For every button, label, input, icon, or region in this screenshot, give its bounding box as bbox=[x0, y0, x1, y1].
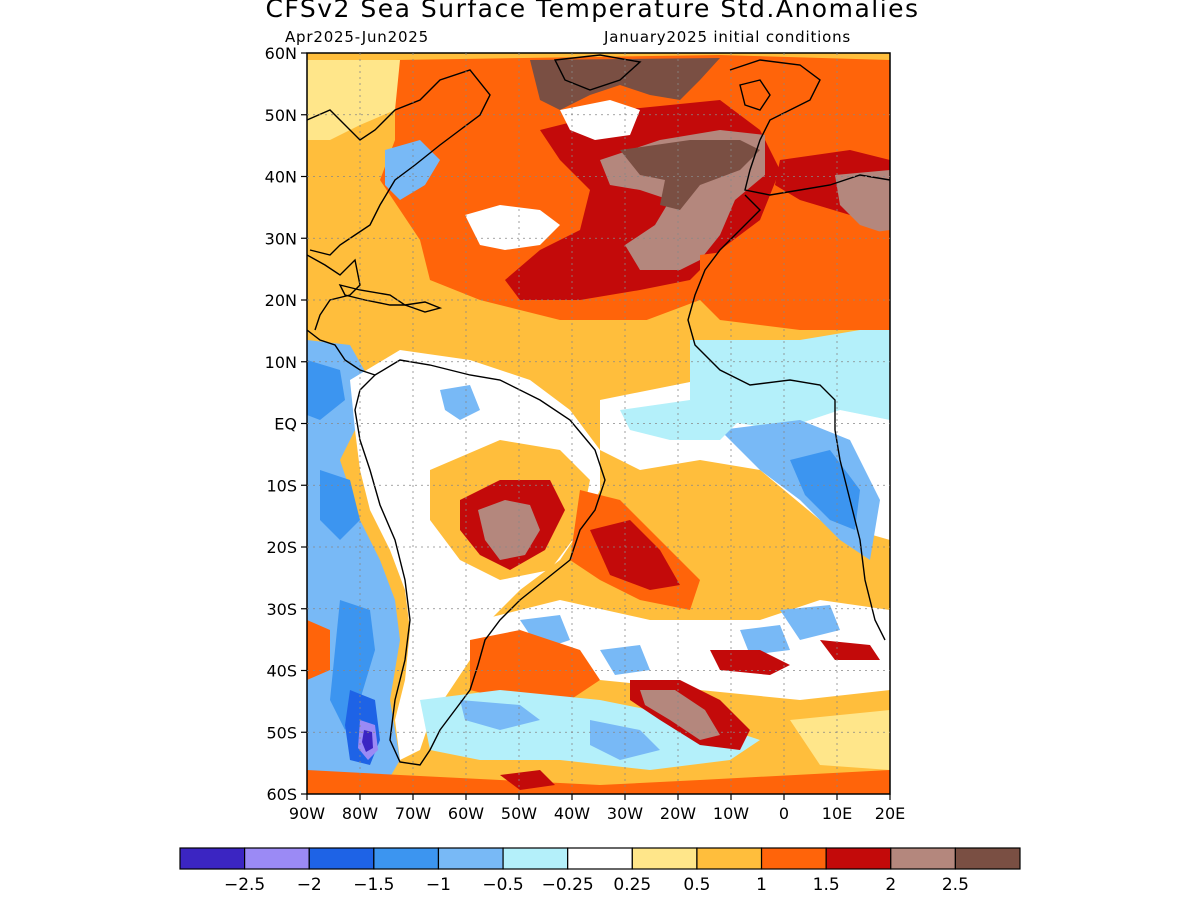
colorbar-label: 2 bbox=[885, 875, 896, 895]
lon-tick-label: 50W bbox=[501, 804, 537, 823]
forecast-period-label: Apr2025-Jun2025 bbox=[285, 28, 429, 46]
lat-tick-label: 30S bbox=[266, 600, 297, 619]
latitude-axis: 60N 50N 40N 30N 20N 10N EQ 10S 20S 30S 40S 50S 60S bbox=[265, 44, 307, 804]
lon-tick-label: 90W bbox=[289, 804, 325, 823]
anomaly-region-far-south-warm bbox=[307, 770, 890, 794]
lat-tick-label: 50N bbox=[265, 106, 297, 125]
anomaly-region-pacific-cool bbox=[307, 340, 400, 794]
anomaly-region-gulfstream-neutral bbox=[560, 100, 640, 140]
coastline-south-america bbox=[354, 359, 606, 766]
anomaly-region-northwest-neutral bbox=[307, 60, 400, 140]
lon-tick-label: 20E bbox=[875, 804, 905, 823]
anomaly-region-pacific-warm-southwest bbox=[307, 620, 330, 680]
lat-tick-label: 20N bbox=[265, 291, 297, 310]
coastline-north-america bbox=[307, 69, 491, 256]
colorbar-label: 0.5 bbox=[683, 875, 710, 895]
anomaly-region-south-atlantic-peak bbox=[640, 690, 720, 740]
anomaly-region-midatlantic-neutral bbox=[465, 205, 560, 250]
lat-tick-label: 60S bbox=[266, 785, 297, 804]
gridlines bbox=[307, 53, 890, 794]
colorbar-swatch bbox=[760, 847, 827, 870]
coastline-central-america bbox=[307, 329, 376, 376]
anomaly-region-pacific-core bbox=[362, 730, 373, 752]
colorbar-label: −2 bbox=[297, 875, 322, 895]
anomaly-field bbox=[307, 53, 890, 794]
colorbar-label: −0.5 bbox=[482, 875, 523, 895]
coastline-africa bbox=[687, 194, 886, 641]
anomaly-region-argentina-warm bbox=[470, 630, 600, 700]
colorbar-label: −1.5 bbox=[353, 875, 394, 895]
anomaly-region-far-south-hot bbox=[500, 770, 555, 790]
lon-tick-label: 80W bbox=[342, 804, 378, 823]
anomaly-region-brazil-current-extreme bbox=[590, 520, 680, 590]
colorbar-label: 1 bbox=[756, 875, 767, 895]
coastline-europe bbox=[729, 59, 890, 196]
lat-tick-label: 50S bbox=[266, 723, 297, 742]
anomaly-region-southeast-neutral bbox=[790, 710, 890, 770]
colorbar-swatch bbox=[567, 847, 633, 870]
colorbar-swatch bbox=[696, 847, 763, 870]
anomaly-region-pacific-cold bbox=[307, 360, 375, 730]
lon-tick-label: 40W bbox=[554, 804, 590, 823]
anomaly-region-labrador-peak bbox=[620, 140, 760, 210]
lon-tick-label: 20W bbox=[660, 804, 696, 823]
anomaly-region-south-atlantic-stripe bbox=[710, 640, 880, 675]
coastlines bbox=[307, 54, 890, 766]
colorbar-swatch bbox=[373, 847, 440, 870]
lon-tick-label: 0 bbox=[779, 804, 789, 823]
lat-tick-label: 40N bbox=[265, 168, 297, 187]
lon-tick-label: 30W bbox=[607, 804, 643, 823]
coastline-hispaniola bbox=[404, 301, 443, 313]
anomaly-region-amazon-cool bbox=[440, 385, 480, 420]
anomaly-region-southern-ocean-cold bbox=[460, 700, 660, 760]
lat-tick-label: 60N bbox=[265, 44, 297, 63]
lat-tick-label: 40S bbox=[266, 662, 297, 681]
longitude-axis: 90W 80W 70W 60W 50W 40W 30W 20W 10W 0 10E 20E bbox=[289, 794, 905, 823]
colorbar-label: −1 bbox=[426, 875, 451, 895]
lat-tick-label: 10S bbox=[266, 476, 297, 495]
colorbar-swatch bbox=[502, 847, 569, 870]
colorbar-swatch bbox=[890, 847, 956, 870]
initial-conditions-label: January2025 initial conditions bbox=[604, 28, 851, 46]
colorbar-swatch bbox=[437, 847, 504, 870]
colorbar-swatch bbox=[244, 847, 310, 870]
colorbar-swatch bbox=[308, 847, 375, 870]
colorbar-swatch bbox=[179, 847, 246, 870]
lat-tick-label: 20S bbox=[266, 538, 297, 557]
coastline-cuba bbox=[338, 283, 408, 306]
anomaly-region-south-atlantic-cool bbox=[520, 605, 840, 675]
anomaly-region-newengland-cool bbox=[385, 140, 440, 200]
colorbar-label: 2.5 bbox=[942, 875, 969, 895]
colorbar-label: 1.5 bbox=[813, 875, 840, 895]
colorbar bbox=[179, 847, 1021, 870]
coastline-greenland bbox=[553, 54, 642, 91]
lon-tick-label: 10E bbox=[822, 804, 852, 823]
colorbar-label: −0.25 bbox=[542, 875, 594, 895]
lon-tick-label: 70W bbox=[395, 804, 431, 823]
colorbar-swatch bbox=[631, 847, 698, 870]
lon-tick-label: 60W bbox=[448, 804, 484, 823]
lon-tick-label: 10W bbox=[713, 804, 749, 823]
anomaly-region-brazil-extreme bbox=[478, 500, 540, 560]
colorbar-swatch bbox=[825, 847, 892, 870]
anomaly-region-equatorial-cool bbox=[620, 400, 740, 440]
colorbar-label: −2.5 bbox=[224, 875, 265, 895]
lat-tick-label: EQ bbox=[274, 415, 297, 434]
colorbar-label: 0.25 bbox=[613, 875, 651, 895]
map-title: CFSv2 Sea Surface Temperature Std.Anomal… bbox=[265, 0, 920, 23]
anomaly-region-mediterranean-peak bbox=[835, 170, 890, 235]
lat-tick-label: 10N bbox=[265, 353, 297, 372]
colorbar-labels: −2.5 −2 −1.5 −1 −0.5 −0.25 0.25 0.5 1 1.5 2 2.5 bbox=[224, 875, 969, 895]
lat-tick-label: 30N bbox=[265, 229, 297, 248]
coastline-florida-gulf bbox=[307, 254, 361, 331]
coastline-uk bbox=[739, 79, 771, 111]
anomaly-region-west-africa-warm bbox=[700, 230, 890, 330]
colorbar-swatch bbox=[954, 847, 1021, 870]
anomaly-region-angola-cool bbox=[720, 420, 880, 560]
